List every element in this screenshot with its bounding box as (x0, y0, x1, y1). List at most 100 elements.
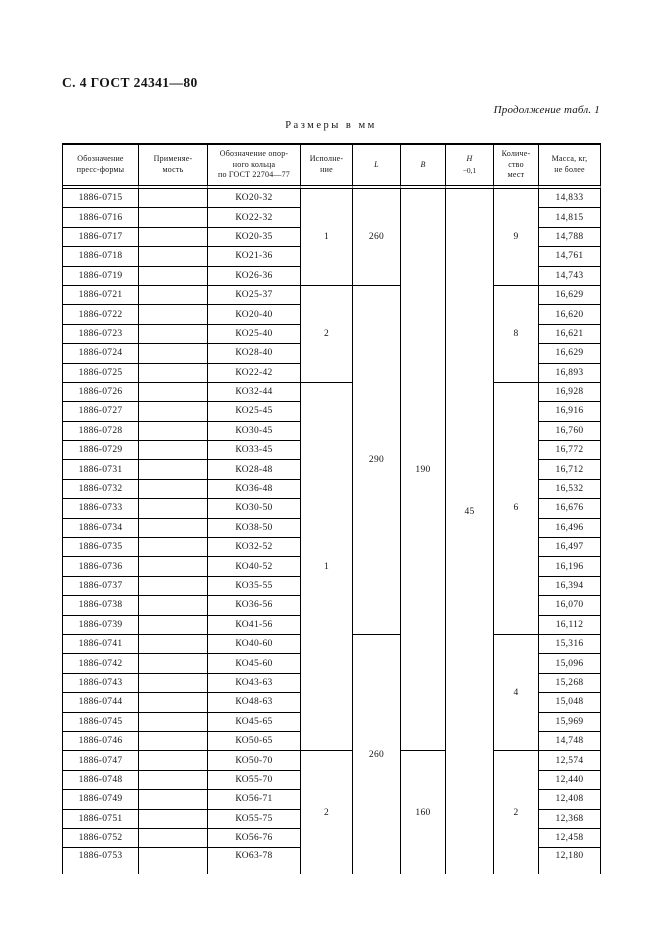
applicability-cell (139, 790, 208, 810)
press-form-cell: 1886-0727 (63, 402, 139, 422)
table-row: 1886-0744 КО48-63 15,048 (63, 693, 601, 713)
press-form-cell: 1886-0751 (63, 809, 139, 829)
support-ring-cell: КО20-35 (208, 227, 301, 248)
l-value: 260 (368, 231, 385, 242)
mass-cell: 16,676 (539, 499, 601, 519)
table-row: 1886-0743 КО43-63 15,268 (63, 673, 601, 694)
applicability-cell (139, 189, 208, 209)
support-ring-cell: КО28-48 (208, 460, 301, 480)
mass-cell: 15,316 (539, 634, 601, 655)
table-row: 1886-0716 КО22-32 14,815 (63, 208, 601, 228)
applicability-cell (139, 363, 208, 383)
h-tolerance-label: −0,1 (462, 165, 477, 175)
support-ring-cell: КО20-40 (208, 305, 301, 325)
table-row: 1886-0733 КО30-50 16,676 (63, 499, 601, 519)
table-row: 1886-0747 КО50-70 2 160 2 12,574 (63, 751, 601, 875)
support-ring-cell: КО25-37 (208, 285, 301, 306)
applicability-cell (139, 751, 208, 771)
applicability-cell (139, 344, 208, 364)
press-form-cell: 1886-0741 (63, 634, 139, 655)
mass-cell: 12,574 (539, 751, 601, 771)
applicability-cell (139, 208, 208, 228)
mass-cell: 16,916 (539, 402, 601, 422)
support-ring-cell: КО56-71 (208, 790, 301, 810)
table-row: 1886-0717 КО20-35 14,788 (63, 227, 601, 248)
table-continuation-note: Продолжение табл. 1 (493, 104, 600, 116)
applicability-cell (139, 770, 208, 791)
mass-cell: 16,496 (539, 518, 601, 539)
table-row: 1886-0726 КО32-44 1 6 16,928 (63, 382, 601, 752)
b-label: B (420, 159, 426, 169)
press-form-cell: 1886-0718 (63, 247, 139, 267)
applicability-cell (139, 615, 208, 635)
applicability-cell (139, 693, 208, 713)
support-ring-cell: КО50-70 (208, 751, 301, 771)
press-form-cell: 1886-0729 (63, 441, 139, 461)
applicability-cell (139, 731, 208, 752)
b-cell: 190 (401, 189, 446, 752)
support-ring-cell: КО45-60 (208, 654, 301, 674)
table-row: 1886-0723 КО25-40 16,621 (63, 324, 601, 345)
applicability-cell (139, 441, 208, 461)
press-form-cell: 1886-0734 (63, 518, 139, 539)
applicability-cell (139, 712, 208, 732)
applicability-cell (139, 460, 208, 480)
press-form-cell: 1886-0752 (63, 828, 139, 849)
places-cell: 4 (494, 634, 539, 752)
mass-cell: 14,748 (539, 731, 601, 752)
execution-value: 2 (323, 807, 330, 818)
support-ring-cell: КО22-32 (208, 208, 301, 228)
mass-cell: 16,928 (539, 382, 601, 403)
support-ring-cell: КО40-60 (208, 634, 301, 655)
table-row: 1886-0749 КО56-71 12,408 (63, 790, 601, 810)
support-ring-cell: КО28-40 (208, 344, 301, 364)
press-form-cell: 1886-0748 (63, 770, 139, 791)
table-row: 1886-0738 КО36-56 16,070 (63, 596, 601, 616)
press-form-cell: 1886-0721 (63, 285, 139, 306)
table-row: 1886-0746 КО50-65 14,748 (63, 731, 601, 752)
col-header-applicability: Применяе- мость (139, 145, 208, 189)
table-row: 1886-0735 КО32-52 16,497 (63, 538, 601, 558)
press-form-cell: 1886-0732 (63, 479, 139, 500)
support-ring-cell: КО50-65 (208, 731, 301, 752)
support-ring-cell: КО25-40 (208, 324, 301, 345)
mass-cell: 12,368 (539, 809, 601, 829)
execution-value: 2 (323, 328, 330, 339)
execution-cell: 2 (301, 751, 353, 875)
press-form-cell: 1886-0726 (63, 382, 139, 403)
mass-cell: 14,833 (539, 189, 601, 209)
table-row: 1886-0734 КО38-50 16,496 (63, 518, 601, 539)
support-ring-cell: КО33-45 (208, 441, 301, 461)
applicability-cell (139, 538, 208, 558)
execution-cell: 2 (301, 285, 353, 383)
col-header-press-form: Обозначение пресс-формы (63, 145, 139, 189)
press-form-cell: 1886-0735 (63, 538, 139, 558)
table-row: 1886-0752 КО56-76 12,458 (63, 828, 601, 849)
table-row: 1886-0715 КО20-32 1 260 190 45 9 14,833 (63, 189, 601, 875)
places-value: 9 (513, 231, 519, 242)
support-ring-cell: КО36-56 (208, 596, 301, 616)
header-row: Обозначение пресс-формы Применяе- мость … (63, 145, 601, 189)
table-row: 1886-0742 КО45-60 15,096 (63, 654, 601, 674)
support-ring-cell: КО20-32 (208, 189, 301, 209)
support-ring-cell: КО41-56 (208, 615, 301, 635)
support-ring-cell: КО55-75 (208, 809, 301, 829)
press-form-cell: 1886-0716 (63, 208, 139, 228)
mass-cell: 14,761 (539, 247, 601, 267)
support-ring-cell: КО48-63 (208, 693, 301, 713)
press-form-cell: 1886-0739 (63, 615, 139, 635)
mass-cell: 16,532 (539, 479, 601, 500)
col-header-h: H −0,1 (446, 145, 494, 189)
mass-cell: 16,621 (539, 324, 601, 345)
page-title: С. 4 ГОСТ 24341—80 (62, 75, 198, 90)
execution-value: 1 (323, 561, 330, 572)
l-value: 260 (368, 749, 385, 760)
table-row: 1886-0727 КО25-45 16,916 (63, 402, 601, 422)
table-row: 1886-0753 КО63-78 12,180 (63, 848, 601, 875)
places-cell: 6 (494, 382, 539, 635)
mass-cell: 12,458 (539, 828, 601, 849)
table-row: 1886-0731 КО28-48 16,712 (63, 460, 601, 480)
press-form-cell: 1886-0717 (63, 227, 139, 248)
mass-cell: 16,712 (539, 460, 601, 480)
